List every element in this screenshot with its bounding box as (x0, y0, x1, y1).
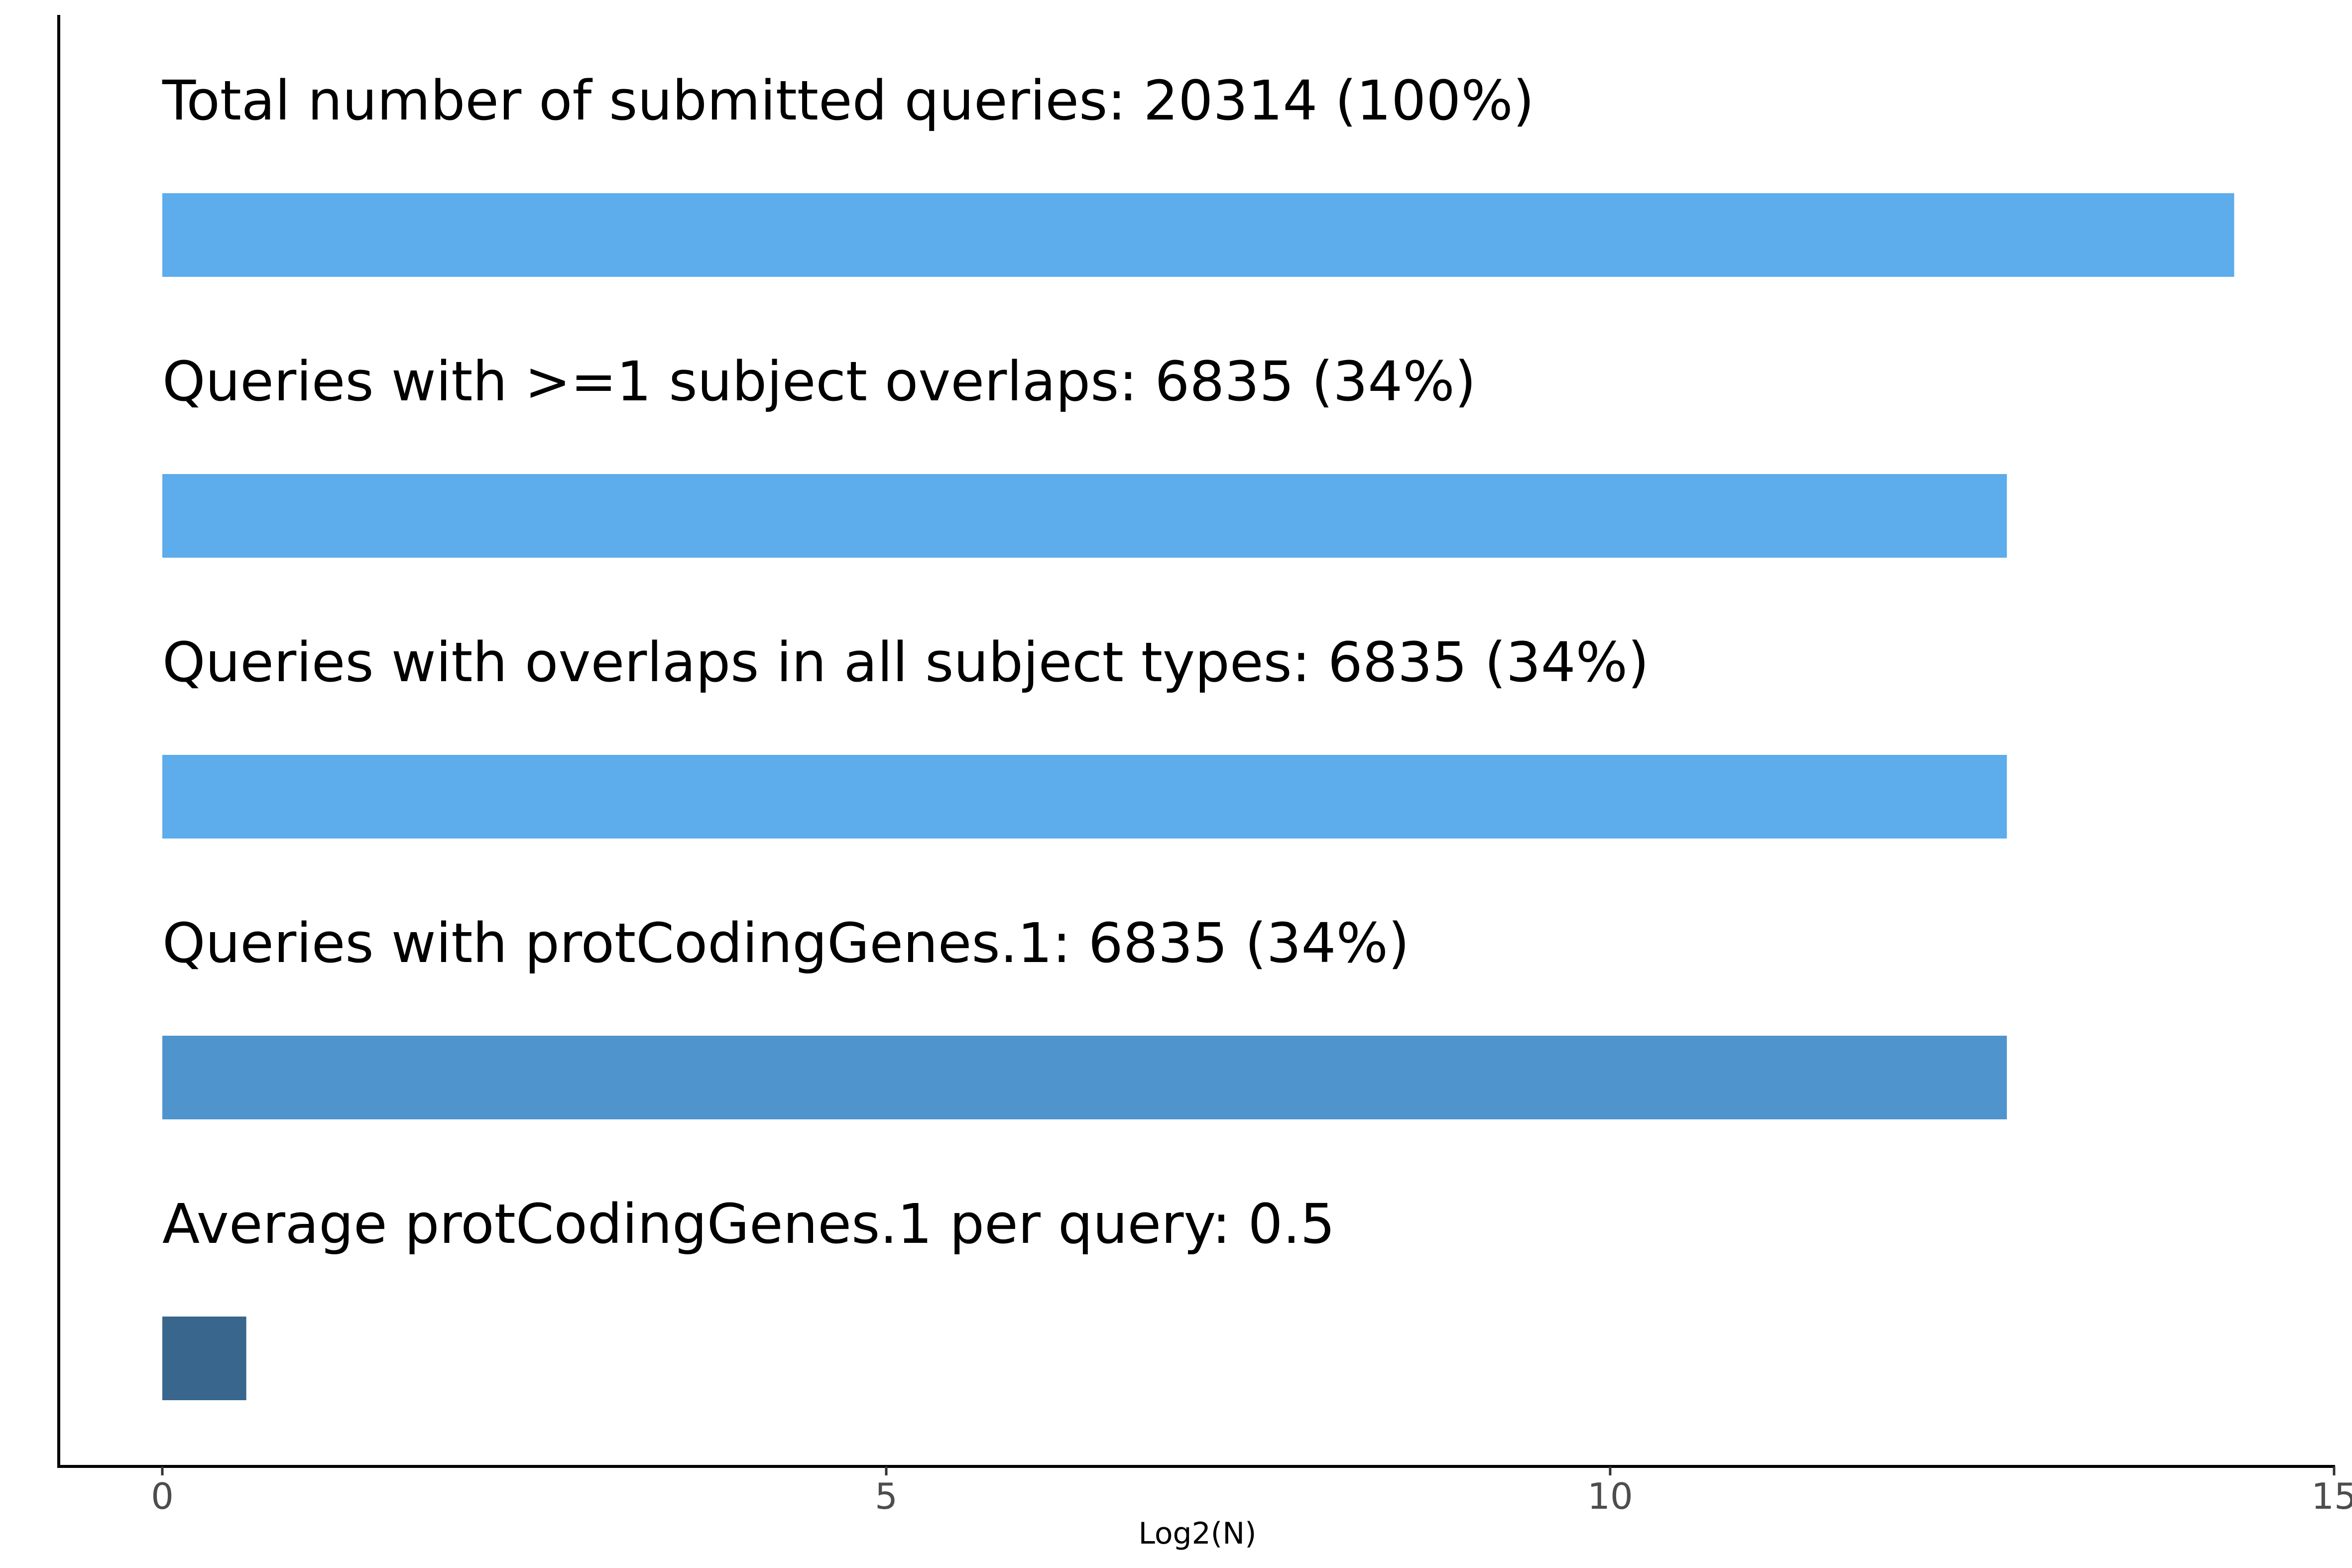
bar (162, 755, 2007, 839)
bar-label: Queries with protCodingGenes.1: 6835 (34… (162, 911, 1410, 975)
bar (162, 474, 2007, 558)
bar-label: Total number of submitted queries: 20314… (162, 69, 1534, 132)
x-tick-label: 5 (875, 1475, 898, 1517)
x-axis (57, 15, 2335, 1468)
bar-label: Queries with >=1 subject overlaps: 6835 … (162, 350, 1476, 413)
x-axis-ticks: 0 5 10 15 (151, 1466, 2352, 1517)
x-tick-label: 10 (1587, 1475, 1633, 1517)
bar-label: Queries with overlaps in all subject typ… (162, 630, 1649, 694)
bars-layer: Total number of submitted queries: 20314… (162, 69, 2234, 1400)
x-axis-title: Log2(N) (1138, 1516, 1256, 1551)
bar-label: Average protCodingGenes.1 per query: 0.5 (162, 1192, 1335, 1256)
x-tick-label: 15 (2311, 1475, 2352, 1517)
x-tick-label: 0 (151, 1475, 174, 1517)
bar (162, 1317, 246, 1400)
bar (162, 1036, 2007, 1119)
bar (162, 193, 2234, 277)
